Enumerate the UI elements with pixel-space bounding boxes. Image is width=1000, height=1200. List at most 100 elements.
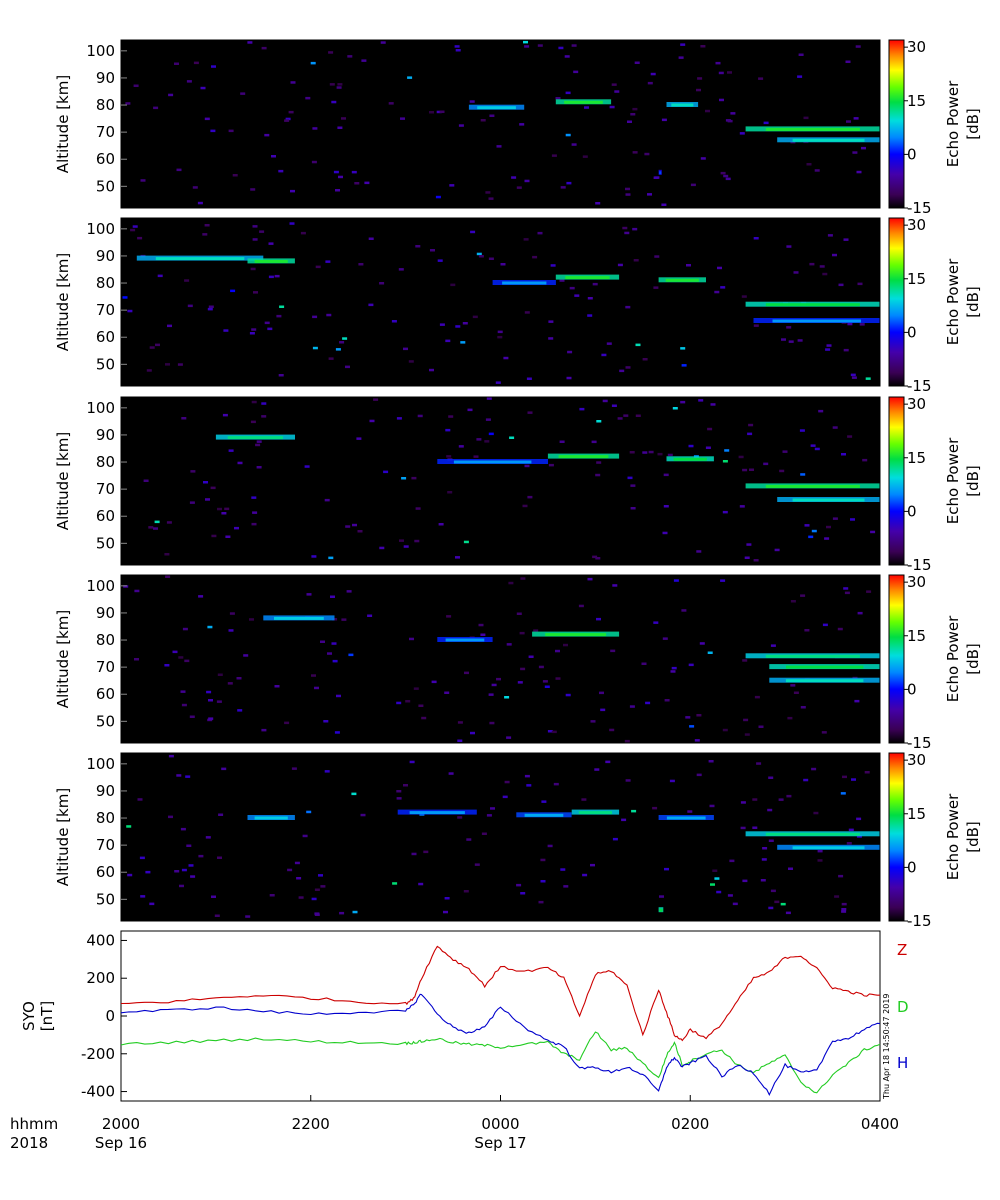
legend-label-D: D [897,998,909,1016]
speckle-cell [489,721,495,725]
speckle-cell [250,267,256,271]
speckle-cell [841,902,847,906]
speckle-cell [611,404,617,407]
speckle-cell [184,279,190,282]
speckle-cell [261,415,267,418]
speckle-cell [673,579,679,582]
speckle-cell [644,152,650,156]
speckle-cell [229,612,235,615]
speckle-cell [793,271,799,274]
speckle-cell [596,461,602,464]
speckle-cell [661,203,667,206]
speckle-cell [705,109,710,113]
speckle-cell [720,286,726,289]
speckle-cell [172,650,178,654]
speckle-cell [255,443,261,447]
echo-layer [453,460,532,464]
speckle-cell [165,363,170,366]
colorbar-label: Echo Power [944,615,962,702]
heatmap-background [121,575,880,743]
speckle-cell [448,772,454,775]
speckle-cell [210,129,216,133]
timestamp: Thu Apr 18 14:50:47 2019 [882,993,891,1100]
speckle-cell [457,721,463,724]
x-tick-label: 0200 [671,1115,709,1133]
speckle-cell [411,476,417,480]
speckle-cell [850,518,855,521]
speckle-cell [217,507,222,511]
speckle-cell [853,117,859,120]
speckle-cell [403,545,409,548]
speckle-cell [407,76,413,79]
speckle-cell [230,289,236,293]
speckle-cell [610,649,616,653]
speckle-cell [261,46,267,50]
speckle-cell [445,428,451,432]
speckle-cell [168,754,174,758]
speckle-cell [415,245,421,248]
speckle-cell [754,695,760,699]
speckle-cell [832,253,837,257]
speckle-cell [732,902,738,906]
speckle-cell [558,46,564,50]
speckle-cell [222,413,228,417]
speckle-cell [629,451,635,454]
speckle-cell [469,100,475,103]
speckle-cell [547,730,553,733]
speckle-cell [401,477,407,480]
speckle-cell [542,680,548,683]
speckle-cell [700,45,706,48]
speckle-cell [714,877,720,880]
echo-layer [765,654,860,658]
speckle-cell [341,117,346,120]
speckle-cell [396,790,402,793]
speckle-cell [725,177,731,181]
speckle-cell [617,417,623,420]
speckle-cell [311,897,317,901]
speckle-cell [274,685,280,688]
echo-layer [545,633,607,637]
speckle-cell [551,730,557,734]
echo-layer [673,457,707,461]
heatmap-speckle [123,575,872,743]
speckle-cell [722,460,728,463]
speckle-cell [617,263,623,267]
speckle-cell [520,577,526,580]
speckle-cell [744,733,750,736]
speckle-cell [719,98,724,102]
speckle-cell [252,511,258,514]
colorbar [888,39,905,209]
speckle-cell [625,305,631,309]
speckle-cell [681,609,687,612]
speckle-cell [460,341,466,344]
speckle-cell [730,112,736,115]
speckle-cell [186,844,192,847]
speckle-cell [207,307,213,311]
y-axis-label: Altitude [km] [54,432,72,530]
speckle-cell [517,681,523,684]
speckle-cell [189,715,195,718]
speckle-cell [180,827,186,831]
speckle-cell [304,465,310,468]
speckle-cell [819,265,825,268]
speckle-cell [698,399,704,402]
colorbar-tick-label: 30 [907,395,926,413]
speckle-cell [847,322,853,326]
echo-layer [227,436,283,440]
speckle-cell [190,875,196,878]
speckle-cell [450,283,456,287]
speckle-cell [625,187,630,191]
speckle-cell [296,877,302,880]
speckle-cell [137,798,143,801]
echo-layer [445,638,485,642]
speckle-cell [804,629,810,632]
panel-frame [120,574,881,744]
speckle-cell [803,116,809,120]
speckle-cell [559,279,565,282]
speckle-cell [332,659,338,663]
speckle-cell [314,888,320,891]
speckle-cell [710,883,715,886]
speckle-cell [352,910,358,914]
speckle-cell [808,535,814,539]
y-tick-label: 50 [96,890,115,908]
